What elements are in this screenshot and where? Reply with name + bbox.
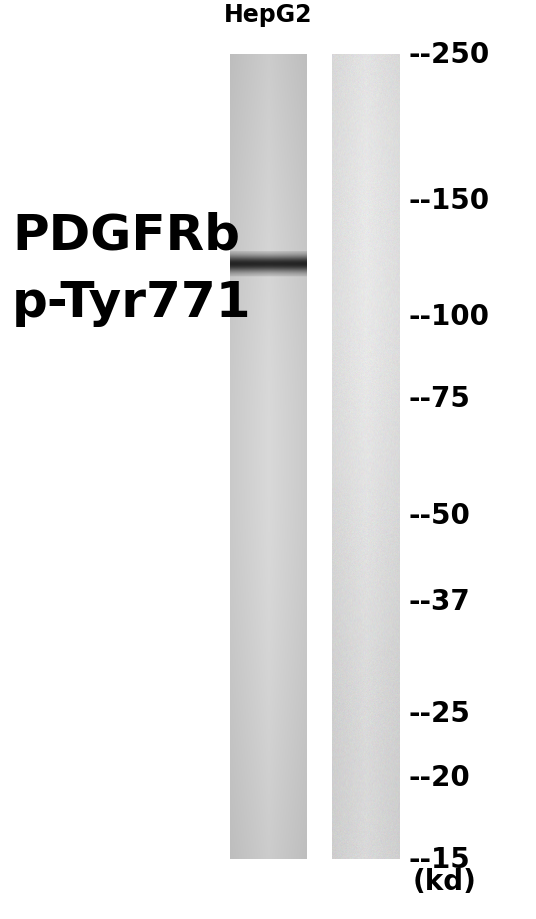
Text: --75: --75 <box>408 385 470 413</box>
Text: --20: --20 <box>408 763 470 791</box>
Text: --50: --50 <box>408 501 470 529</box>
Text: --250: --250 <box>408 41 489 69</box>
Text: --37: --37 <box>408 587 470 615</box>
Text: p-Tyr771: p-Tyr771 <box>12 278 251 326</box>
Text: (kd): (kd) <box>413 867 477 895</box>
Text: --25: --25 <box>408 699 470 727</box>
Text: HepG2: HepG2 <box>224 3 312 27</box>
Text: PDGFRb: PDGFRb <box>12 210 240 259</box>
Text: --150: --150 <box>408 187 489 215</box>
Text: --100: --100 <box>408 303 489 331</box>
Text: --15: --15 <box>408 845 470 873</box>
